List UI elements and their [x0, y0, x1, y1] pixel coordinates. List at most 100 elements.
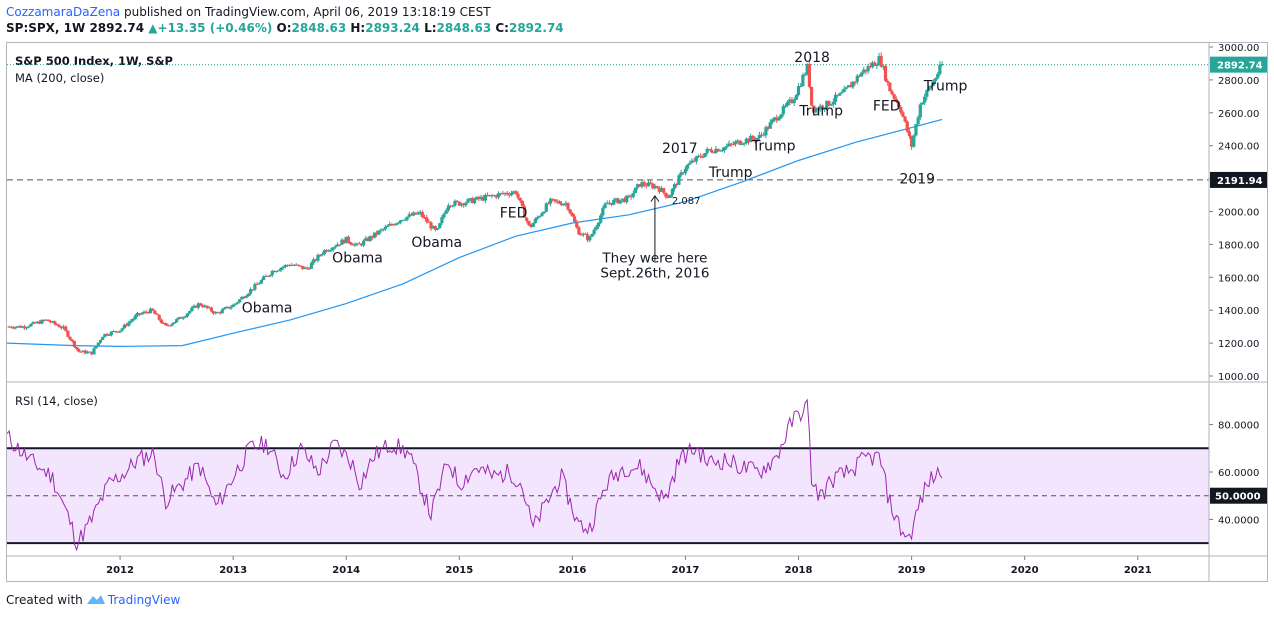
candle-body: [831, 101, 835, 105]
candle-body: [779, 114, 783, 119]
candle-body: [179, 317, 183, 319]
candle-body: [544, 203, 548, 212]
candle-body: [725, 146, 729, 148]
candle-body: [727, 143, 731, 147]
candle-body: [205, 305, 209, 308]
candle-body: [231, 304, 235, 307]
candle-body: [764, 127, 768, 136]
candle-body: [435, 228, 440, 230]
candle-body: [283, 264, 287, 267]
candle-body: [70, 339, 74, 342]
candle-body: [172, 322, 177, 324]
candle-body: [596, 222, 601, 227]
candle-body: [736, 140, 740, 142]
candle-body: [414, 212, 418, 215]
candle-body: [859, 72, 864, 77]
price-title: S&P 500 Index, 1W, S&P: [15, 54, 173, 68]
candle-body: [285, 264, 290, 266]
candle-body: [899, 106, 903, 113]
last-price: 2892.74: [89, 21, 145, 35]
chart-annotation: 2018: [794, 50, 830, 66]
time-axis-tick-label: 2018: [785, 565, 813, 576]
candle-body: [188, 311, 192, 314]
candle-body: [559, 203, 564, 206]
publish-line: CozzamaraDaZena published on TradingView…: [6, 4, 1266, 20]
candle-body: [677, 175, 681, 185]
candle-body: [227, 306, 231, 309]
candle-body: [24, 327, 29, 329]
candle-body: [807, 63, 812, 87]
candle-body: [535, 217, 540, 219]
chart-frame[interactable]: S&P 500 Index, 1W, S&P MA (200, close) 3…: [6, 42, 1268, 582]
candle-body: [605, 203, 609, 205]
candle-body: [268, 275, 272, 277]
candle-body: [59, 327, 63, 329]
chart-annotation: FED: [873, 98, 901, 114]
candle-body: [425, 217, 429, 222]
candle-body: [129, 320, 133, 323]
candle-body: [433, 226, 437, 230]
candle-body: [366, 238, 370, 241]
candle-body: [144, 311, 148, 313]
candle-body: [120, 328, 124, 331]
candle-body: [696, 155, 701, 157]
candle-body: [492, 195, 496, 197]
candle-body: [768, 122, 772, 129]
candle-body: [718, 150, 722, 152]
candle-body: [918, 104, 922, 118]
candle-body: [379, 229, 383, 231]
candle-body: [740, 143, 744, 145]
candle-body: [670, 188, 675, 195]
candle-body: [85, 351, 90, 354]
candle-body: [403, 219, 407, 221]
candle-body: [203, 305, 207, 308]
candle-body: [209, 307, 214, 312]
candle-body: [701, 156, 705, 158]
candle-body: [838, 93, 842, 96]
candle-body: [116, 331, 120, 333]
candle-body: [870, 62, 875, 68]
candle-body: [744, 138, 748, 144]
candle-body: [692, 160, 696, 162]
candle-body: [370, 236, 374, 238]
candle-body: [599, 215, 603, 223]
candle-body: [653, 186, 657, 189]
candle-body: [355, 243, 359, 245]
candle-body: [194, 305, 198, 308]
candle-body: [636, 184, 640, 188]
candle-body: [170, 323, 174, 326]
candle-body: [773, 117, 777, 120]
candle-body: [51, 321, 55, 323]
candle-body: [938, 64, 942, 75]
symbol-label: SP:SPX, 1W: [6, 21, 86, 35]
candle-body: [712, 152, 716, 154]
candle-body: [820, 105, 825, 110]
chart-annotation: Trump: [798, 103, 843, 119]
candle-body: [577, 227, 581, 235]
tradingview-link[interactable]: TradingView: [107, 593, 181, 607]
candle-body: [196, 303, 200, 308]
candle-body: [279, 267, 283, 271]
candle-body: [418, 211, 422, 213]
price-axis-tick-label: 1400.00: [1218, 306, 1259, 317]
candle-body: [501, 193, 505, 195]
candle-body: [307, 268, 311, 270]
up-triangle-icon: ▲: [148, 21, 158, 35]
candle-body: [294, 264, 298, 266]
candle-body: [738, 140, 742, 145]
candle-body: [140, 313, 144, 315]
chart-canvas[interactable]: S&P 500 Index, 1W, S&P MA (200, close) 3…: [6, 43, 1267, 581]
price-axis-tick-label: 2600.00: [1218, 109, 1259, 120]
candle-body: [840, 92, 844, 94]
chart-annotation: Trump: [923, 79, 968, 95]
candle-body: [781, 106, 785, 115]
candle-body: [105, 333, 109, 336]
rsi-axis-tick-label: 40.0000: [1218, 515, 1259, 526]
candle-body: [442, 213, 446, 218]
candle-body: [409, 214, 414, 216]
candle-body: [644, 185, 648, 187]
chart-annotation: FED: [500, 205, 528, 221]
publisher-link[interactable]: CozzamaraDaZena: [6, 5, 121, 19]
candle-body: [788, 99, 792, 102]
candle-body: [827, 100, 831, 106]
